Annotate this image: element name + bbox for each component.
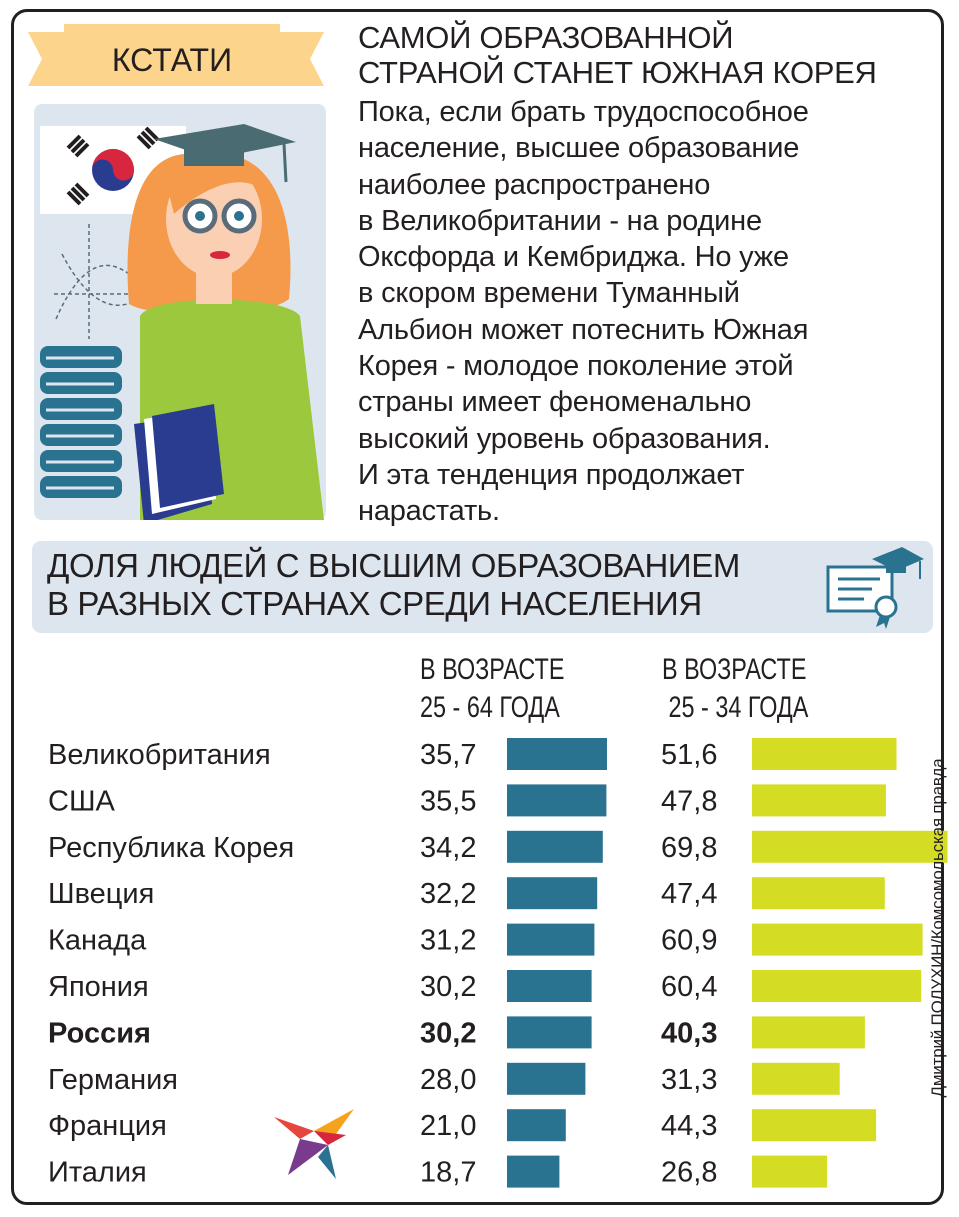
- column-header-line: 25 - 34 ГОДА: [662, 691, 809, 724]
- student-girl-figure: [127, 124, 324, 520]
- column-header-25-64: В ВОЗРАСТЕ 25 - 64 ГОДА: [420, 651, 564, 727]
- column-header-line: 25 - 64 ГОДА: [420, 691, 560, 724]
- body-line: И эта тенденция продолжает: [358, 458, 745, 491]
- ribbon-left-tail: [28, 32, 72, 86]
- author-credit: Дмитрий ПОЛУХИН/Комсомольская правда: [928, 758, 947, 1098]
- diploma-icon: [826, 547, 924, 629]
- infographic-frame: [11, 9, 944, 1205]
- kstati-label: КСТАТИ: [111, 42, 233, 78]
- body-line: страны имеет феноменально: [358, 386, 752, 419]
- chart-title: ДОЛЯ ЛЮДЕЙ С ВЫСШИМ ОБРАЗОВАНИЕМ В РАЗНЫ…: [47, 547, 740, 623]
- headline-line: СТРАНОЙ СТАНЕТ ЮЖНАЯ КОРЕЯ: [358, 55, 877, 90]
- body-line: в скором времени Туманный: [358, 277, 740, 310]
- body-line: Корея - молодое поколение этой: [358, 350, 794, 383]
- chart-title-line: ДОЛЯ ЛЮДЕЙ С ВЫСШИМ ОБРАЗОВАНИЕМ: [47, 547, 740, 584]
- body-line: Оксфорда и Кембриджа. Но уже: [358, 241, 789, 274]
- body-line: нарастать.: [358, 495, 500, 528]
- body-line: высокий уровень образования.: [358, 422, 771, 455]
- ribbon-badge: [28, 24, 324, 86]
- article-body: Пока, если брать трудоспособное населени…: [358, 94, 938, 530]
- body-line: в Великобритании - на родине: [358, 204, 762, 237]
- chart-title-banner: ДОЛЯ ЛЮДЕЙ С ВЫСШИМ ОБРАЗОВАНИЕМ В РАЗНЫ…: [32, 541, 933, 633]
- body-line: Пока, если брать трудоспособное: [358, 96, 809, 128]
- headline: САМОЙ ОБРАЗОВАННОЙ СТРАНОЙ СТАНЕТ ЮЖНАЯ …: [358, 20, 938, 90]
- bird-logo-icon: [274, 1109, 354, 1179]
- column-header-line: В ВОЗРАСТЕ: [662, 653, 807, 686]
- ribbon-center: [64, 24, 280, 86]
- student-illustration: [34, 104, 326, 520]
- body-line: наиболее распространено: [358, 168, 711, 201]
- column-header-line: В ВОЗРАСТЕ: [420, 653, 565, 686]
- body-line: Альбион может потеснить Южная: [358, 313, 809, 346]
- headline-line: САМОЙ ОБРАЗОВАННОЙ: [358, 20, 734, 55]
- chart-title-line: В РАЗНЫХ СТРАНАХ СРЕДИ НАСЕЛЕНИЯ: [47, 585, 702, 622]
- column-header-25-34: В ВОЗРАСТЕ 25 - 34 ГОДА: [662, 651, 808, 727]
- ribbon-right-tail: [280, 32, 324, 86]
- body-line: население, высшее образование: [358, 132, 800, 165]
